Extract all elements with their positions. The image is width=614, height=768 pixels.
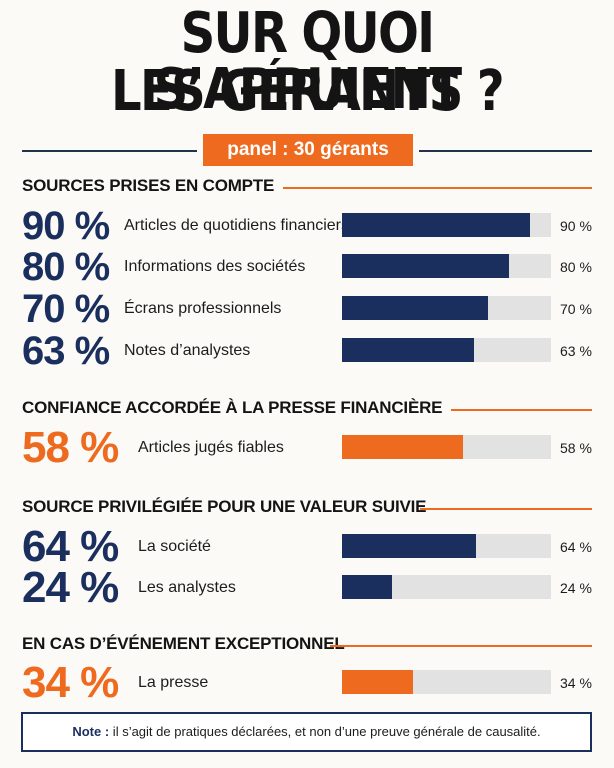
category-label: Notes d’analystes <box>124 342 251 359</box>
bar-track <box>342 213 551 237</box>
bar-row: 63 % Notes d’analystes 63 % <box>0 331 614 371</box>
bar-track <box>342 670 551 694</box>
section-divider <box>420 508 592 510</box>
panel-divider-left <box>22 150 197 152</box>
value-label: 58 % <box>560 440 592 456</box>
section-heading: SOURCE PRIVILÉGIÉE POUR UNE VALEUR SUIVI… <box>22 497 427 516</box>
category-label: Informations des sociétés <box>124 258 306 275</box>
big-percentage: 58 % <box>22 423 119 472</box>
bar-track <box>342 575 551 599</box>
category-label: Articles jugés fiables <box>138 439 284 456</box>
bar-fill <box>342 534 476 558</box>
section-heading: EN CAS D’ÉVÉNEMENT EXCEPTIONNEL <box>22 634 345 653</box>
bar-row: 34 % La presse 34 % <box>0 658 614 707</box>
panel-divider-right <box>419 150 592 152</box>
big-percentage: 64 % <box>22 522 119 571</box>
note-prefix: Note : <box>72 724 110 739</box>
category-label: Écrans professionnels <box>124 300 282 317</box>
panel-badge: panel : 30 gérants <box>203 134 413 166</box>
value-label: 80 % <box>560 259 592 275</box>
category-label: La presse <box>138 674 209 691</box>
title-line-2: LES GÉRANTS ? <box>110 59 505 124</box>
bar-track <box>342 254 551 278</box>
note-box: Note : il s’agit de pratiques déclarées,… <box>21 712 592 752</box>
big-percentage: 24 % <box>22 563 119 612</box>
bar-row: 90 % Articles de quotidiens financiers 90 … <box>0 206 614 246</box>
section-divider <box>283 187 592 189</box>
section-divider <box>451 409 592 411</box>
bar-fill <box>342 254 509 278</box>
bar-track <box>342 338 551 362</box>
section-heading: SOURCES PRISES EN COMPTE <box>22 176 275 195</box>
bar-track <box>342 534 551 558</box>
value-label: 63 % <box>560 343 592 359</box>
section-heading: CONFIANCE ACCORDÉE À LA PRESSE FINANCIÈR… <box>22 398 443 417</box>
value-label: 70 % <box>560 301 592 317</box>
big-percentage: 63 % <box>22 329 110 373</box>
bar-fill <box>342 338 474 362</box>
bar-fill <box>342 575 392 599</box>
panel-banner: panel : 30 gérants <box>0 134 614 166</box>
category-label: La société <box>138 538 211 555</box>
value-label: 24 % <box>560 580 592 596</box>
bar-fill <box>342 670 413 694</box>
value-label: 90 % <box>560 218 592 234</box>
bar-row: 80 % Informations des sociétés 80 % <box>0 247 614 287</box>
big-percentage: 34 % <box>22 658 119 707</box>
bar-row: 64 % La société 64 % <box>0 522 614 571</box>
note-text: il s’agit de pratiques déclarées, et non… <box>109 724 541 739</box>
section-divider <box>330 645 592 647</box>
value-label: 34 % <box>560 675 592 691</box>
category-label: Articles de quotidiens financiers <box>124 217 350 234</box>
bar-fill <box>342 435 463 459</box>
bar-track <box>342 435 551 459</box>
big-percentage: 90 % <box>22 204 110 248</box>
value-label: 64 % <box>560 539 592 555</box>
bar-track <box>342 296 551 320</box>
big-percentage: 80 % <box>22 245 110 289</box>
big-percentage: 70 % <box>22 287 110 331</box>
bar-row: 24 % Les analystes 24 % <box>0 563 614 612</box>
bar-row: 58 % Articles jugés fiables 58 % <box>0 423 614 472</box>
bar-fill <box>342 213 530 237</box>
bar-row: 70 % Écrans professionnels 70 % <box>0 289 614 329</box>
category-label: Les analystes <box>138 579 236 596</box>
title-line-1: SUR QUOI S’APPUIENT <box>153 1 462 122</box>
bar-fill <box>342 296 488 320</box>
